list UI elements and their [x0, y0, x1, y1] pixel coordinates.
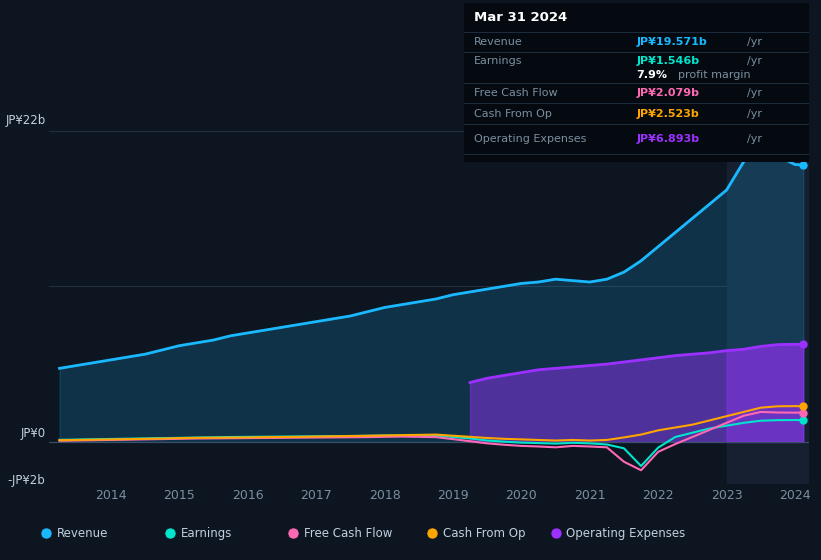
Text: JP¥22b: JP¥22b [5, 114, 45, 127]
Text: Operating Expenses: Operating Expenses [475, 134, 586, 144]
Text: /yr: /yr [746, 37, 762, 47]
Text: Revenue: Revenue [57, 527, 108, 540]
Bar [727, 95, 809, 484]
Text: -JP¥2b: -JP¥2b [7, 474, 45, 487]
Text: JP¥2.523b: JP¥2.523b [636, 109, 699, 119]
Text: JP¥0: JP¥0 [21, 427, 45, 440]
Text: Free Cash Flow: Free Cash Flow [475, 88, 557, 98]
Text: profit margin: profit margin [677, 71, 750, 81]
Text: JP¥19.571b: JP¥19.571b [636, 37, 707, 47]
Text: /yr: /yr [746, 88, 762, 98]
Text: Earnings: Earnings [475, 56, 523, 66]
Text: Cash From Op: Cash From Op [475, 109, 552, 119]
Text: 7.9%: 7.9% [636, 71, 667, 81]
Text: JP¥6.893b: JP¥6.893b [636, 134, 699, 144]
Text: /yr: /yr [746, 109, 762, 119]
Text: Cash From Op: Cash From Op [443, 527, 525, 540]
Text: /yr: /yr [746, 134, 762, 144]
Text: Free Cash Flow: Free Cash Flow [304, 527, 392, 540]
Text: Revenue: Revenue [475, 37, 523, 47]
Text: Operating Expenses: Operating Expenses [566, 527, 686, 540]
Text: Earnings: Earnings [181, 527, 232, 540]
Text: JP¥2.079b: JP¥2.079b [636, 88, 699, 98]
Text: Mar 31 2024: Mar 31 2024 [475, 11, 567, 24]
Text: /yr: /yr [746, 56, 762, 66]
Text: JP¥1.546b: JP¥1.546b [636, 56, 699, 66]
